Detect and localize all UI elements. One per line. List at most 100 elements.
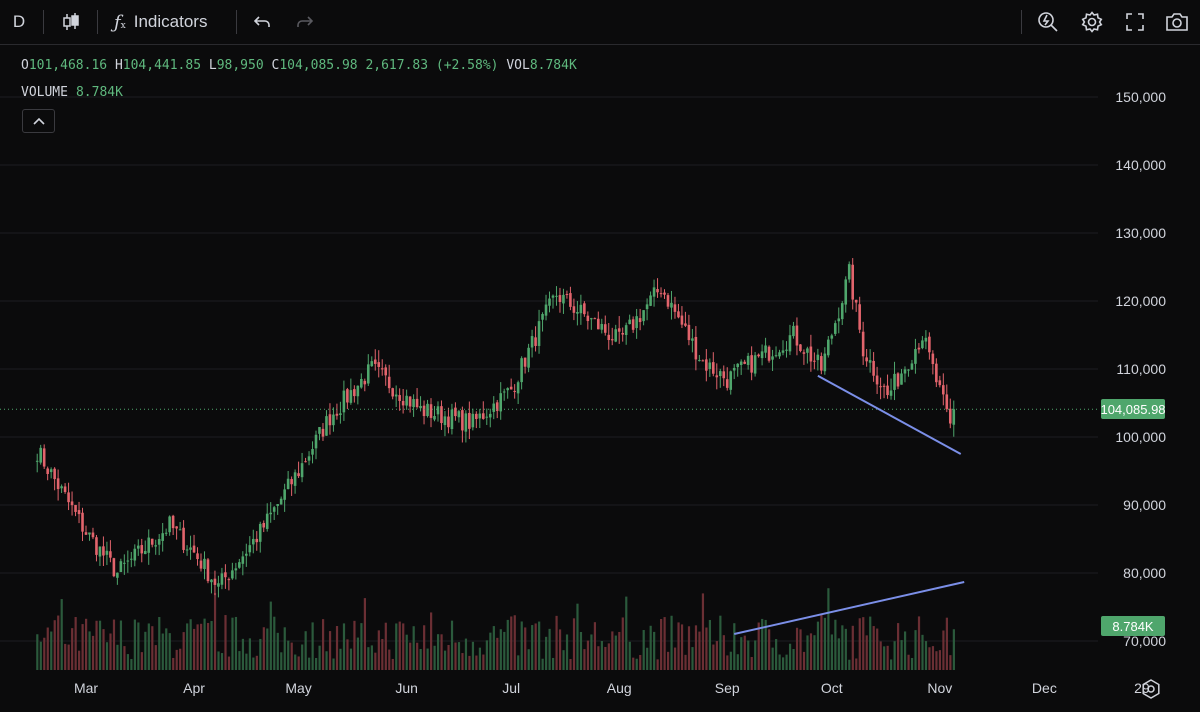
redo-icon[interactable] [293,0,317,44]
candle-body [269,512,273,515]
volume-bar [701,593,705,670]
volume-bar [890,659,893,670]
volume-bar [761,618,764,670]
candle-body [708,362,712,369]
volume-bar [304,631,307,670]
candle-body [530,336,534,348]
candle-body [548,298,551,306]
candle-body [900,373,903,385]
volume-bar [687,626,691,670]
volume-bar [722,635,725,670]
candle-body [499,393,503,412]
candle-body [217,583,220,587]
candle-body [91,532,95,538]
candle-body [677,311,680,318]
low-label: L [208,58,217,73]
volume-bar [639,654,642,670]
candle-body [429,404,433,418]
candle-body [471,413,475,428]
undo-icon[interactable] [250,0,274,44]
volume-bar [381,638,384,670]
volume-bar [809,633,813,670]
volume-bar [377,630,380,670]
volume-bar [635,658,638,670]
camera-snapshot-icon[interactable] [1163,0,1191,44]
volume-bar [482,654,485,670]
candle-body [130,558,133,560]
candle-body [401,400,405,406]
volume-bar [391,658,394,670]
interval-button[interactable]: D [12,12,26,31]
volume-bar [545,636,548,670]
candle-body [806,348,809,353]
candle-body [255,538,259,543]
candle-body [164,532,168,534]
volume-bar [457,642,461,670]
volume-bar [220,653,224,670]
collapse-legend-button[interactable] [22,109,55,133]
candle-body [143,550,147,555]
candle-body [408,396,412,407]
volume-bar [346,639,349,670]
volume-bar [53,620,56,670]
candle-body [182,527,185,550]
volume-bar [858,618,861,670]
volume-bar [768,629,771,670]
volume-bar [269,601,272,670]
candle-body [628,319,631,325]
candle-body [454,407,457,417]
candle-body [387,376,391,389]
fullscreen-icon[interactable] [1122,0,1148,44]
candle-body [60,486,63,489]
candle-body [799,344,802,351]
volume-bar [464,638,468,670]
candle-body [935,363,938,383]
volume-bar [71,628,74,670]
candle-body [537,321,541,346]
axis-settings-icon[interactable] [1140,678,1162,700]
candle-body [858,304,861,330]
quick-search-icon[interactable] [1034,0,1062,44]
candle-body [133,548,137,561]
indicators-button[interactable]: ƒx Indicators [108,0,226,44]
volume-bar [102,629,105,670]
candle-body [342,390,346,413]
volume-bar [144,631,147,670]
volume-bar [607,643,610,670]
volume-bar [248,638,251,670]
candle-body [74,504,77,512]
volume-bar [520,621,523,670]
volume-bar [109,633,112,670]
volume-bar [823,617,827,670]
candle-body [495,402,499,411]
ohlc-legend: O101,468.16 H104,441.85 L98,950 C104,085… [21,58,577,73]
volume-bar [743,635,746,670]
candle-body [443,416,447,426]
volume-bar [450,620,454,670]
candle-body [534,337,537,346]
volume-bar [405,634,408,670]
candle-body [238,562,241,568]
settings-gear-icon[interactable] [1078,0,1106,44]
volume-bar [837,638,840,670]
volume-bar [91,635,95,670]
price-tick-label: 70,000 [1123,633,1166,649]
change-value: 2,617.83 (+2.58%) [365,58,499,73]
time-tick-label: 29 [1134,680,1150,696]
volume-bar [572,618,576,670]
candle-body [917,347,921,350]
candle-body [576,312,579,314]
candle-body [440,406,443,424]
candle-body [84,532,88,535]
volume-bar [764,619,767,670]
chart-type-candles-icon[interactable] [56,0,86,44]
volume-bar [276,632,279,670]
volume-bar [179,648,182,670]
volume-bar [140,652,143,670]
candle-body [809,346,813,362]
open-value: 101,468.16 [28,58,108,73]
candle-body [544,304,548,316]
volume-bar [206,622,210,670]
candle-body [757,354,760,357]
